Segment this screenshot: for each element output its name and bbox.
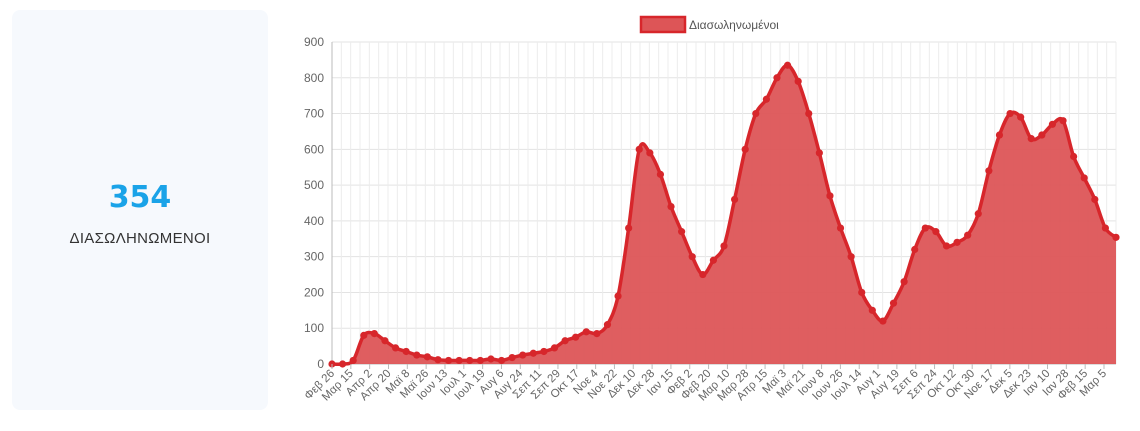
data-point[interactable] <box>360 331 368 339</box>
data-point[interactable] <box>953 238 961 246</box>
data-point[interactable] <box>519 351 527 359</box>
data-point[interactable] <box>338 360 347 368</box>
data-point[interactable] <box>836 224 845 232</box>
data-point[interactable] <box>476 356 484 365</box>
y-axis: 0 100 200 300 400 500 600 700 800 900 <box>304 35 324 371</box>
data-point[interactable] <box>773 74 781 82</box>
data-point[interactable] <box>879 317 887 325</box>
data-point[interactable] <box>911 245 919 254</box>
data-point[interactable] <box>572 333 580 341</box>
chart-legend[interactable]: Διασωληνωμένοι <box>639 15 779 34</box>
data-point[interactable] <box>762 95 770 103</box>
data-point[interactable] <box>635 145 643 153</box>
data-point[interactable] <box>1006 109 1014 118</box>
y-tick-label: 600 <box>304 142 324 156</box>
data-point[interactable] <box>699 270 707 279</box>
data-point[interactable] <box>561 337 569 345</box>
data-point[interactable] <box>349 356 357 365</box>
data-point[interactable] <box>413 351 421 359</box>
data-point[interactable] <box>995 131 1004 139</box>
data-point[interactable] <box>921 224 929 232</box>
y-tick-label: 400 <box>304 214 324 228</box>
data-point[interactable] <box>932 228 940 236</box>
data-point[interactable] <box>540 347 548 356</box>
chart-series <box>328 61 1120 368</box>
data-point[interactable] <box>1112 233 1120 241</box>
data-point[interactable] <box>1038 131 1046 139</box>
data-point[interactable] <box>434 356 442 364</box>
data-point[interactable] <box>752 109 760 118</box>
data-point[interactable] <box>847 253 855 261</box>
data-point[interactable] <box>423 353 431 361</box>
stat-card: 354 ΔΙΑΣΩΛΗΝΩΜΕΝΟΙ <box>12 10 268 410</box>
data-point[interactable] <box>942 242 951 250</box>
data-point[interactable] <box>370 329 378 338</box>
data-point[interactable] <box>1027 135 1035 143</box>
data-point[interactable] <box>1059 117 1067 125</box>
data-point[interactable] <box>582 328 590 336</box>
data-point[interactable] <box>402 347 410 356</box>
data-point[interactable] <box>614 292 622 300</box>
y-tick-label: 900 <box>304 35 324 49</box>
data-point[interactable] <box>603 321 612 329</box>
data-point[interactable] <box>815 149 823 157</box>
data-point[interactable] <box>1080 174 1088 182</box>
data-point[interactable] <box>858 288 866 297</box>
data-point[interactable] <box>805 109 813 118</box>
data-point[interactable] <box>444 356 453 365</box>
data-point[interactable] <box>497 356 506 365</box>
y-tick-label: 300 <box>304 250 324 264</box>
data-point[interactable] <box>381 337 389 345</box>
y-tick-label: 700 <box>304 107 324 121</box>
data-point[interactable] <box>783 61 792 69</box>
series-area <box>332 65 1116 365</box>
data-point[interactable] <box>1101 224 1110 232</box>
data-point[interactable] <box>688 253 696 261</box>
data-point[interactable] <box>656 170 665 178</box>
data-point[interactable] <box>550 344 559 352</box>
data-point[interactable] <box>455 356 463 365</box>
data-point[interactable] <box>974 210 982 218</box>
y-tick-label: 100 <box>304 321 324 335</box>
y-tick-label: 0 <box>317 357 324 371</box>
data-point[interactable] <box>1091 195 1099 204</box>
y-tick-label: 800 <box>304 71 324 85</box>
data-point[interactable] <box>900 278 908 286</box>
data-point[interactable] <box>741 145 749 153</box>
data-point[interactable] <box>720 242 728 250</box>
data-point[interactable] <box>826 192 834 200</box>
legend-swatch <box>639 15 687 34</box>
data-point[interactable] <box>646 149 654 157</box>
data-point[interactable] <box>487 355 495 363</box>
stat-value: 354 <box>108 180 172 215</box>
data-point[interactable] <box>1048 120 1057 128</box>
data-point[interactable] <box>391 344 400 352</box>
y-tick-label: 200 <box>304 285 324 299</box>
data-point[interactable] <box>985 167 993 175</box>
data-point[interactable] <box>625 224 633 232</box>
data-point[interactable] <box>529 349 537 357</box>
data-point[interactable] <box>794 77 802 85</box>
data-point[interactable] <box>678 228 686 236</box>
data-point[interactable] <box>730 195 739 204</box>
data-point[interactable] <box>868 306 876 314</box>
data-point[interactable] <box>593 329 601 338</box>
data-point[interactable] <box>709 256 718 264</box>
data-point[interactable] <box>667 202 675 211</box>
data-point[interactable] <box>1070 152 1078 161</box>
data-point[interactable] <box>1017 113 1025 121</box>
legend-label: Διασωληνωμένοι <box>689 18 779 32</box>
stat-label: ΔΙΑΣΩΛΗΝΩΜΕΝΟΙ <box>69 230 211 247</box>
data-point[interactable] <box>964 231 972 239</box>
data-point[interactable] <box>466 356 474 365</box>
y-tick-label: 500 <box>304 178 324 192</box>
data-point[interactable] <box>508 353 516 362</box>
data-point[interactable] <box>889 299 898 307</box>
